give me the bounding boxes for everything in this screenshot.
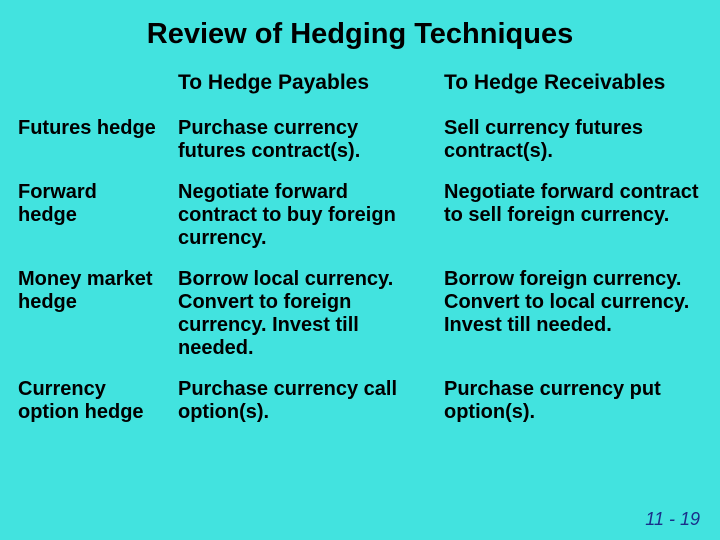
slide-title: Review of Hedging Techniques <box>0 0 720 65</box>
hedging-table: To Hedge Payables To Hedge Receivables F… <box>10 65 710 430</box>
cell-receivables: Negotiate forward contract to sell forei… <box>436 175 718 256</box>
header-receivables: To Hedge Receivables <box>436 65 718 105</box>
cell-payables: Purchase currency futures contract(s). <box>170 111 432 169</box>
row-label: Futures hedge <box>10 111 166 169</box>
cell-payables: Purchase currency call option(s). <box>170 372 432 430</box>
cell-receivables: Purchase currency put option(s). <box>436 372 718 430</box>
cell-receivables: Sell currency futures contract(s). <box>436 111 718 169</box>
header-payables: To Hedge Payables <box>170 65 432 105</box>
row-label: Currency option hedge <box>10 372 166 430</box>
header-blank <box>10 65 166 105</box>
slide-number: 11 - 19 <box>645 509 700 530</box>
cell-receivables: Borrow foreign currency. Convert to loca… <box>436 262 718 366</box>
cell-payables: Borrow local currency. Convert to foreig… <box>170 262 432 366</box>
row-label: Forward hedge <box>10 175 166 256</box>
cell-payables: Negotiate forward contract to buy foreig… <box>170 175 432 256</box>
row-label: Money market hedge <box>10 262 166 366</box>
